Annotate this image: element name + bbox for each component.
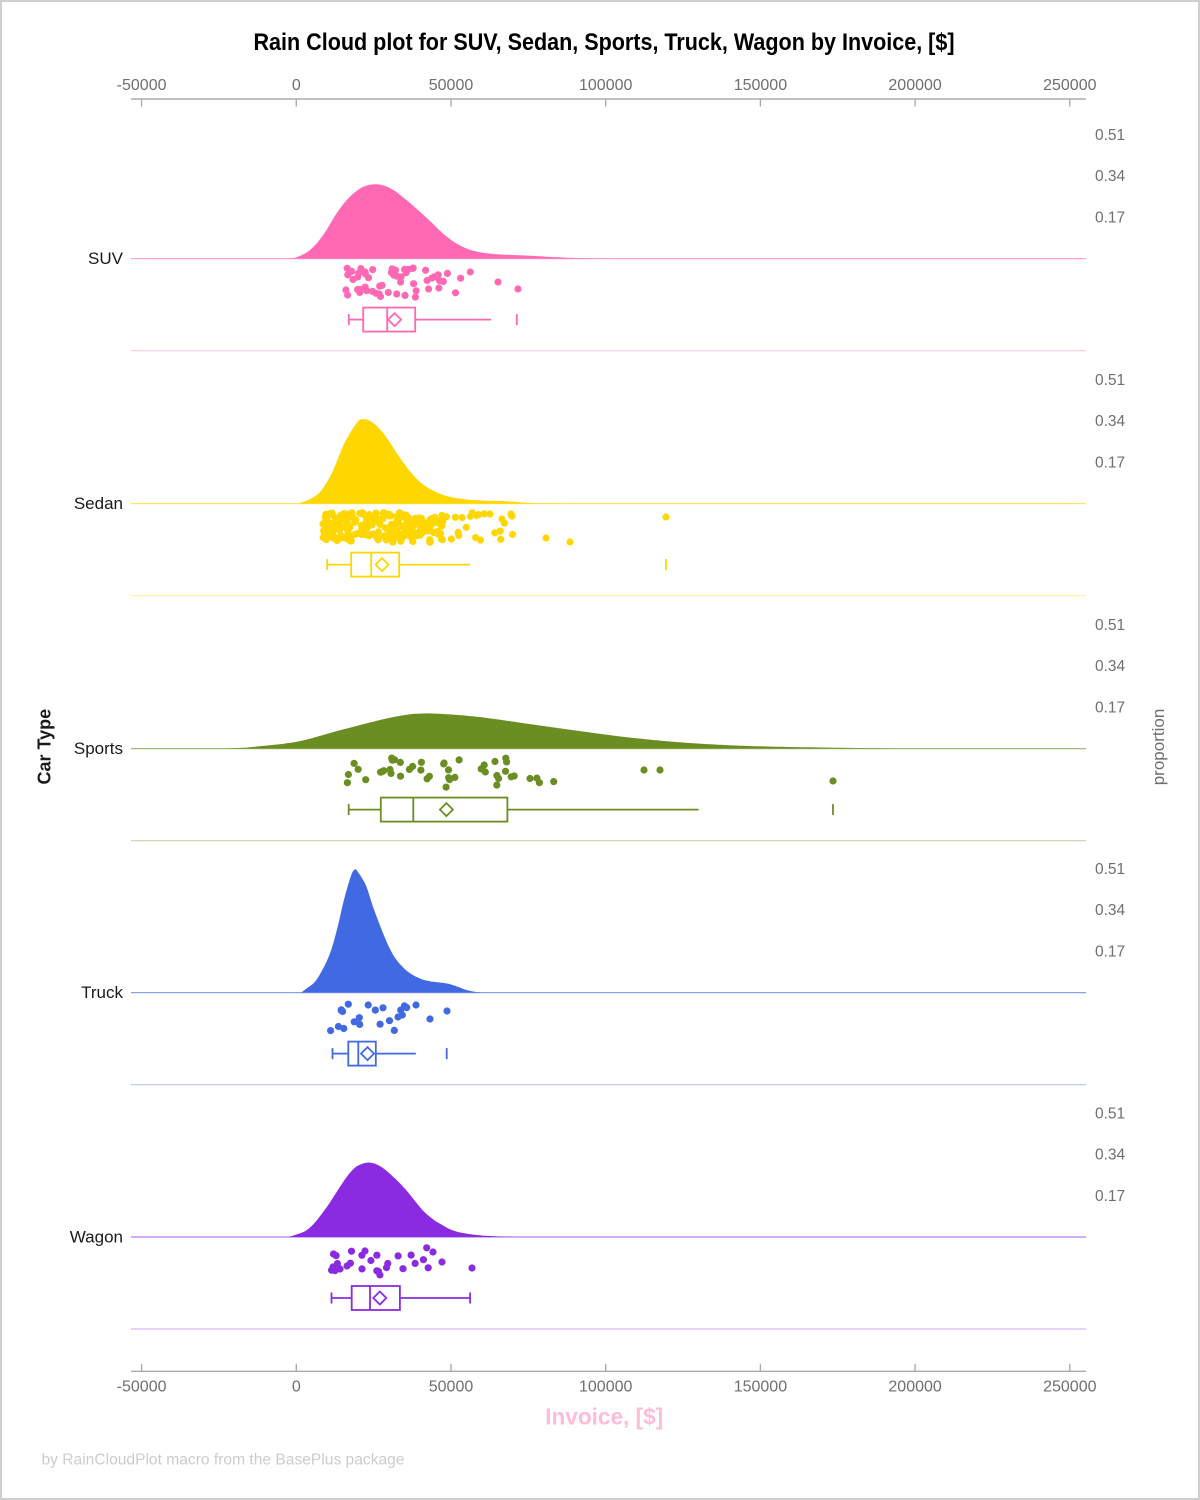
svg-text:0.34: 0.34 [1095, 902, 1126, 919]
svg-text:0.17: 0.17 [1095, 454, 1125, 471]
svg-text:by RainCloudPlot macro from th: by RainCloudPlot macro from the BasePlus… [42, 1452, 405, 1469]
svg-text:0.34: 0.34 [1095, 168, 1126, 185]
svg-text:0.17: 0.17 [1095, 943, 1125, 960]
svg-text:100000: 100000 [579, 77, 632, 94]
svg-text:0.17: 0.17 [1095, 699, 1125, 716]
svg-text:200000: 200000 [888, 77, 941, 94]
svg-text:0.51: 0.51 [1095, 861, 1125, 878]
svg-text:Rain Cloud plot for SUV, Sedan: Rain Cloud plot for SUV, Sedan, Sports, … [254, 29, 955, 56]
svg-text:Truck: Truck [81, 983, 123, 1002]
svg-text:0.51: 0.51 [1095, 372, 1125, 389]
svg-text:150000: 150000 [734, 1379, 787, 1396]
svg-text:Wagon: Wagon [70, 1228, 123, 1247]
svg-text:50000: 50000 [429, 77, 474, 94]
svg-text:proportion: proportion [1149, 709, 1168, 786]
svg-text:0: 0 [292, 77, 301, 94]
svg-text:0.51: 0.51 [1095, 1105, 1125, 1122]
svg-text:0: 0 [292, 1379, 301, 1396]
svg-text:Invoice, [$]: Invoice, [$] [545, 1404, 663, 1430]
svg-text:0.51: 0.51 [1095, 617, 1125, 634]
svg-text:0.17: 0.17 [1095, 1188, 1125, 1205]
svg-text:250000: 250000 [1043, 1379, 1096, 1396]
svg-text:200000: 200000 [888, 1379, 941, 1396]
svg-text:0.34: 0.34 [1095, 658, 1126, 675]
svg-text:0.17: 0.17 [1095, 209, 1125, 226]
svg-text:250000: 250000 [1043, 77, 1096, 94]
svg-text:0.34: 0.34 [1095, 413, 1126, 430]
svg-text:50000: 50000 [429, 1379, 474, 1396]
svg-text:100000: 100000 [579, 1379, 632, 1396]
svg-text:0.51: 0.51 [1095, 127, 1125, 144]
svg-text:-50000: -50000 [117, 77, 167, 94]
svg-text:SUV: SUV [88, 249, 124, 268]
svg-text:Sports: Sports [74, 739, 123, 758]
svg-text:0.34: 0.34 [1095, 1147, 1126, 1164]
svg-text:-50000: -50000 [117, 1379, 167, 1396]
svg-text:150000: 150000 [734, 77, 787, 94]
svg-text:Sedan: Sedan [74, 494, 123, 513]
svg-text:Car Type: Car Type [35, 709, 55, 785]
